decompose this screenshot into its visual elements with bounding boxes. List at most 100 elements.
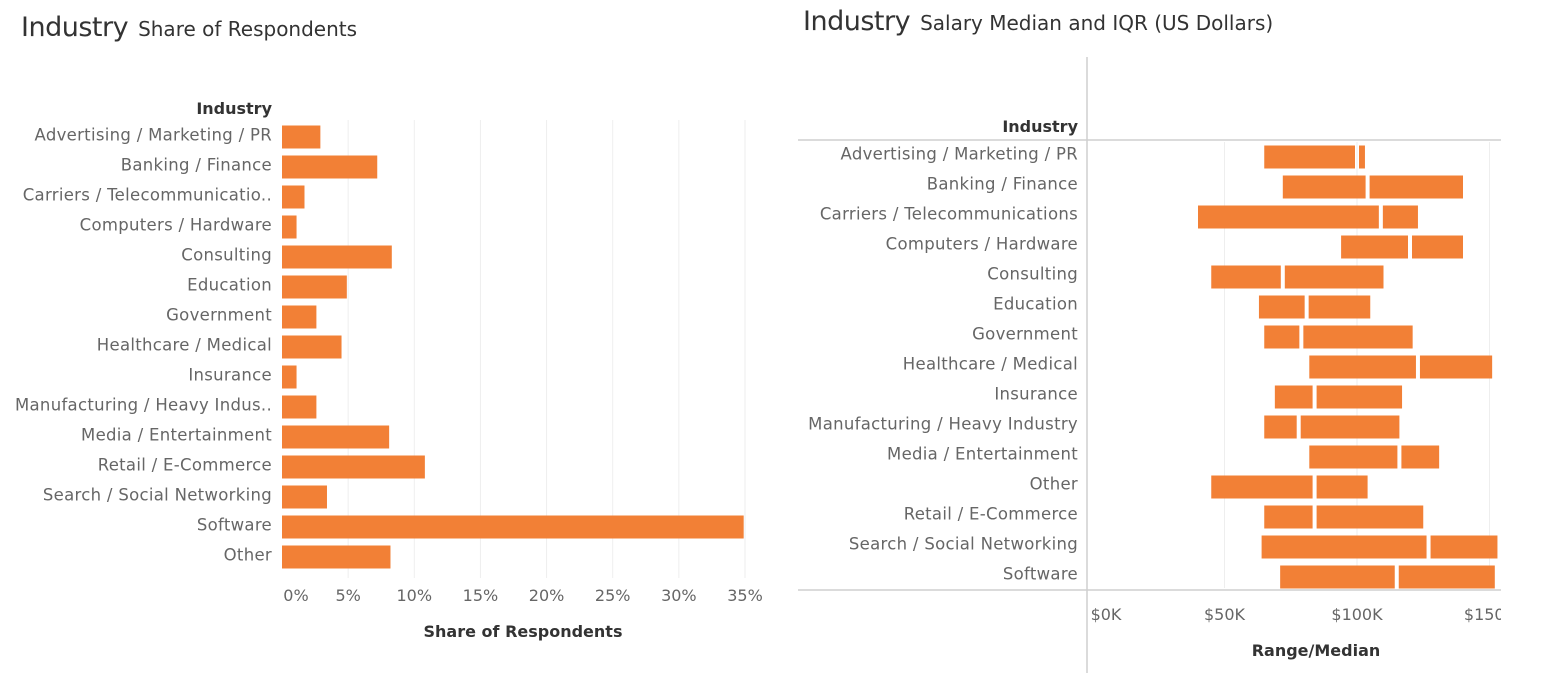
left-tick-label: 5% bbox=[335, 586, 360, 605]
right-category-label: Government bbox=[972, 325, 1078, 344]
left-bar bbox=[282, 395, 317, 419]
right-lower-iqr-bar bbox=[1264, 505, 1313, 529]
left-bar bbox=[282, 305, 317, 329]
left-bar bbox=[282, 455, 425, 479]
left-bar bbox=[282, 245, 392, 269]
left-chart-title: Industry Share of Respondents bbox=[21, 12, 357, 43]
right-lower-iqr-bar bbox=[1309, 355, 1416, 379]
left-bar bbox=[282, 155, 378, 179]
right-category-label: Healthcare / Medical bbox=[903, 355, 1078, 374]
right-category-labels: Advertising / Marketing / PR Banking / Fi… bbox=[808, 145, 1078, 584]
left-tick-label: 35% bbox=[727, 586, 763, 605]
left-tick-labels: 0% 5% 10% 15% 20% 25% 30% 35% bbox=[283, 586, 762, 605]
left-category-label: Banking / Finance bbox=[121, 156, 272, 175]
right-lower-iqr-bar bbox=[1280, 565, 1395, 589]
right-lower-iqr-bar bbox=[1274, 385, 1313, 409]
left-tick-label: 0% bbox=[283, 586, 308, 605]
right-category-label: Software bbox=[1003, 565, 1078, 584]
left-category-label: Media / Entertainment bbox=[81, 426, 272, 445]
right-category-label: Search / Social Networking bbox=[849, 535, 1078, 554]
right-upper-iqr-bar bbox=[1412, 235, 1463, 259]
left-category-labels: Advertising / Marketing / PR Banking / Fi… bbox=[15, 126, 272, 565]
left-tick-label: 25% bbox=[595, 586, 631, 605]
right-chart-title: Industry Salary Median and IQR (US Dollar… bbox=[803, 6, 1273, 37]
right-category-label: Advertising / Marketing / PR bbox=[841, 145, 1078, 164]
right-upper-iqr-bar bbox=[1316, 475, 1368, 499]
right-upper-iqr-bar bbox=[1382, 205, 1418, 229]
right-category-label: Banking / Finance bbox=[927, 175, 1078, 194]
left-category-label: Government bbox=[166, 306, 272, 325]
right-lower-iqr-bar bbox=[1258, 295, 1305, 319]
right-lower-iqr-bar bbox=[1282, 175, 1366, 199]
right-upper-iqr-bar bbox=[1308, 295, 1371, 319]
right-upper-iqr-bar bbox=[1316, 505, 1424, 529]
left-bar bbox=[282, 545, 391, 569]
right-tick-label: $50K bbox=[1204, 605, 1246, 624]
right-bars bbox=[1198, 145, 1498, 589]
right-industry-header: Industry bbox=[1002, 117, 1078, 136]
right-category-label: Other bbox=[1030, 475, 1078, 494]
left-category-label: Other bbox=[224, 546, 272, 565]
right-lower-iqr-bar bbox=[1309, 445, 1398, 469]
right-tick-label: $150K bbox=[1464, 605, 1516, 624]
left-tick-label: 10% bbox=[397, 586, 433, 605]
right-upper-iqr-bar bbox=[1303, 325, 1413, 349]
right-upper-iqr-bar bbox=[1284, 265, 1384, 289]
left-title-sub: Share of Respondents bbox=[138, 17, 358, 41]
left-title-main: Industry bbox=[21, 12, 129, 43]
right-upper-iqr-bar bbox=[1316, 385, 1403, 409]
right-category-label: Education bbox=[993, 295, 1078, 314]
right-lower-iqr-bar bbox=[1264, 145, 1355, 169]
left-category-label: Education bbox=[187, 276, 272, 295]
right-tick-label: $100K bbox=[1331, 605, 1383, 624]
left-bar bbox=[282, 365, 297, 389]
right-tick-label: $0K bbox=[1091, 605, 1122, 624]
right-upper-iqr-bar bbox=[1419, 355, 1493, 379]
right-lower-iqr-bar bbox=[1261, 535, 1427, 559]
share-of-respondents-chart: Industry Advertising / Marketing / PR Ban… bbox=[15, 99, 763, 641]
right-upper-iqr-bar bbox=[1369, 175, 1463, 199]
salary-range-chart: Industry Advertising / Marketing / PR Ban… bbox=[798, 57, 1516, 673]
right-x-axis-title: Range/Median bbox=[1252, 641, 1381, 660]
left-category-label: Software bbox=[197, 516, 272, 535]
right-category-label: Retail / E-Commerce bbox=[904, 505, 1078, 524]
right-category-label: Computers / Hardware bbox=[886, 235, 1078, 254]
right-upper-iqr-bar bbox=[1430, 535, 1498, 559]
left-bar bbox=[282, 125, 321, 149]
right-lower-iqr-bar bbox=[1341, 235, 1408, 259]
right-category-label: Consulting bbox=[987, 265, 1078, 284]
left-industry-header: Industry bbox=[196, 99, 272, 118]
left-tick-label: 15% bbox=[463, 586, 499, 605]
right-upper-iqr-bar bbox=[1300, 415, 1400, 439]
left-category-label: Search / Social Networking bbox=[43, 486, 272, 505]
left-category-label: Manufacturing / Heavy Indus.. bbox=[15, 396, 272, 415]
left-bar bbox=[282, 275, 347, 299]
right-category-label: Manufacturing / Heavy Industry bbox=[808, 415, 1078, 434]
left-bar bbox=[282, 215, 297, 239]
left-category-label: Carriers / Telecommunicatio.. bbox=[23, 186, 272, 205]
right-upper-iqr-bar bbox=[1398, 565, 1495, 589]
left-category-label: Advertising / Marketing / PR bbox=[35, 126, 272, 145]
right-title-main: Industry bbox=[803, 6, 911, 37]
left-bar bbox=[282, 425, 390, 449]
left-category-label: Healthcare / Medical bbox=[97, 336, 272, 355]
left-bars bbox=[282, 125, 744, 569]
left-category-label: Computers / Hardware bbox=[80, 216, 272, 235]
right-upper-iqr-bar bbox=[1359, 145, 1365, 169]
right-category-label: Carriers / Telecommunications bbox=[820, 205, 1078, 224]
left-x-axis-title: Share of Respondents bbox=[424, 622, 623, 641]
right-lower-iqr-bar bbox=[1211, 475, 1313, 499]
right-lower-iqr-bar bbox=[1211, 265, 1281, 289]
right-lower-iqr-bar bbox=[1198, 205, 1379, 229]
left-bar bbox=[282, 185, 305, 209]
left-category-label: Consulting bbox=[181, 246, 272, 265]
left-bar bbox=[282, 335, 342, 359]
right-category-label: Media / Entertainment bbox=[887, 445, 1078, 464]
right-tick-labels: $0K $50K $100K $150K bbox=[1091, 605, 1516, 624]
right-lower-iqr-bar bbox=[1264, 325, 1300, 349]
left-gridlines bbox=[347, 120, 746, 578]
right-category-label: Insurance bbox=[994, 385, 1078, 404]
right-lower-iqr-bar bbox=[1264, 415, 1297, 439]
left-category-label: Retail / E-Commerce bbox=[98, 456, 272, 475]
